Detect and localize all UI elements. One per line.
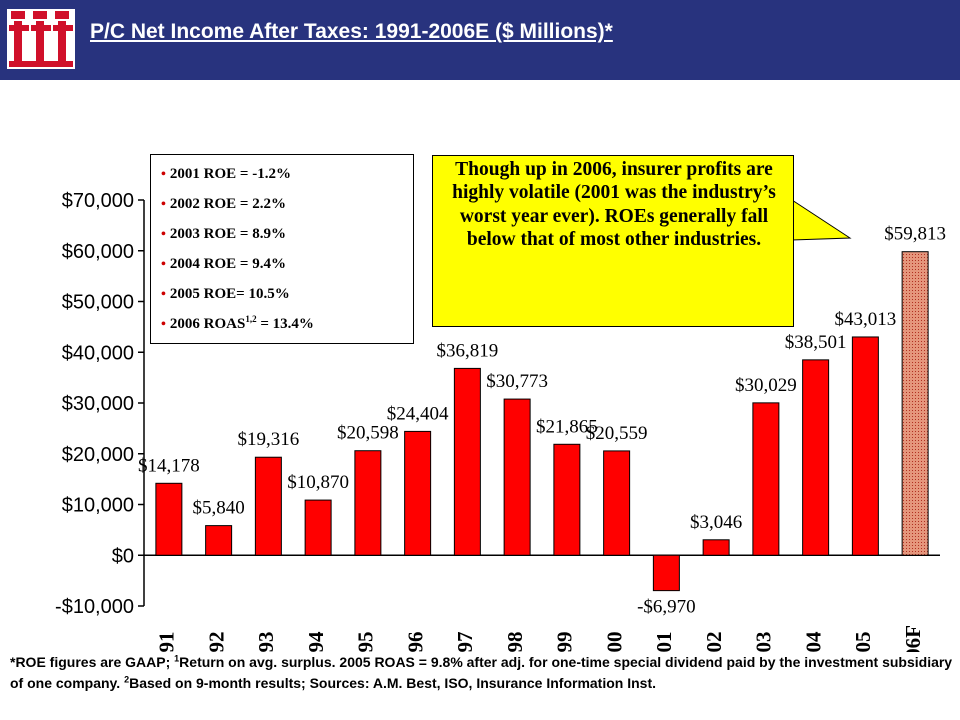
data-label: $3,046 [690, 512, 742, 533]
callout-text: Though up in 2006, insurer profits are h… [452, 159, 776, 250]
roe-box: • 2001 ROE = -1.2% • 2002 ROE = 2.2% • 2003 R… [150, 154, 414, 344]
footnote: *ROE figures are GAAP; 1Return on avg. s… [10, 652, 955, 694]
x-tick-label: 05 [851, 632, 875, 653]
bullet-icon: • [161, 227, 166, 242]
roe-item-text: 2005 ROE= 10.5% [169, 286, 290, 302]
y-tick-label: -$10,000 [55, 596, 134, 618]
x-tick-label: 96 [403, 632, 427, 653]
x-tick-label: 03 [752, 632, 776, 653]
bullet-icon: • [161, 317, 166, 332]
chart-bar [304, 499, 332, 556]
data-label: $30,773 [486, 371, 548, 392]
data-label: -$6,970 [637, 597, 696, 618]
y-tick-label: $60,000 [62, 241, 134, 263]
x-tick-label: 01 [652, 632, 676, 653]
roe-item: • 2004 ROE = 9.4% [161, 249, 314, 279]
x-tick-label: 97 [453, 632, 477, 653]
roe-item-text: 2004 ROE = 9.4% [169, 256, 286, 272]
chart-bar [702, 539, 730, 556]
x-tick-label: 95 [354, 632, 378, 653]
footnote-sup2: 2 [124, 674, 130, 685]
chart-bar [254, 456, 282, 556]
data-label: $5,840 [193, 498, 245, 519]
data-label: $59,813 [884, 224, 946, 245]
chart-bar [901, 251, 929, 556]
header-bar: P/C Net Income After Taxes: 1991-2006E (… [0, 0, 960, 80]
chart-bar [453, 367, 481, 556]
data-label: $38,501 [785, 332, 847, 353]
chart-bar [752, 402, 780, 556]
chart-bar [503, 398, 531, 556]
chart-bar [603, 450, 631, 556]
bullet-icon: • [161, 257, 166, 272]
roe-list: • 2001 ROE = -1.2% • 2002 ROE = 2.2% • 2003 R… [161, 159, 314, 339]
x-tick-label: 98 [503, 632, 527, 653]
callout-box: Though up in 2006, insurer profits are h… [432, 155, 794, 327]
y-tick-label: $30,000 [62, 393, 134, 415]
chart-bar [155, 482, 183, 556]
x-tick-label: 06F [901, 625, 925, 652]
chart-bar [354, 450, 382, 556]
data-label: $43,013 [835, 309, 897, 330]
footnote-part2: Return on avg. surplus. 2005 ROAS = 9.8%… [10, 654, 953, 691]
y-tick-label: $40,000 [62, 342, 134, 364]
bullet-icon: • [161, 167, 166, 182]
data-label: $24,404 [387, 403, 449, 424]
footnote-sup1: 1 [174, 653, 180, 664]
roe-item-text: 2002 ROE = 2.2% [169, 196, 286, 212]
roe-item-text: 2001 ROE = -1.2% [169, 166, 291, 182]
data-label: $21,865 [536, 416, 598, 437]
x-tick-label: 93 [254, 632, 278, 653]
x-tick-label: 92 [204, 632, 228, 653]
roe-item-text: 2006 ROAS [169, 316, 246, 332]
roe-item-sup: 1,2 [245, 314, 257, 324]
roe-item: • 2001 ROE = -1.2% [161, 159, 314, 189]
data-label: $20,598 [337, 423, 399, 444]
roe-item: • 2003 ROE = 8.9% [161, 219, 314, 249]
data-label: $20,559 [586, 423, 648, 444]
x-tick-label: 94 [304, 631, 328, 652]
data-label: $14,178 [138, 455, 200, 476]
roe-item: • 2002 ROE = 2.2% [161, 189, 314, 219]
x-tick-label: 02 [702, 632, 726, 653]
chart-bar [802, 359, 830, 556]
chart-bar [652, 554, 680, 592]
bullet-icon: • [161, 197, 166, 212]
chart-bar [553, 443, 581, 556]
chart-bar [404, 430, 432, 556]
roe-item: • 2006 ROAS1,2 = 13.4% [161, 309, 314, 339]
y-tick-label: $20,000 [62, 444, 134, 466]
data-label: $10,870 [287, 472, 349, 493]
chart-bar [851, 336, 879, 556]
x-tick-label: 91 [155, 632, 179, 653]
page-title: P/C Net Income After Taxes: 1991-2006E (… [90, 20, 613, 43]
data-label: $30,029 [735, 375, 797, 396]
x-tick-label: 04 [801, 631, 825, 652]
footnote-part3: Based on 9-month results; Sources: A.M. … [129, 675, 657, 691]
data-label: $19,316 [238, 429, 300, 450]
data-label: $36,819 [437, 340, 499, 361]
iii-logo-icon [7, 9, 75, 69]
y-tick-label: $50,000 [62, 292, 134, 314]
x-tick-label: 00 [602, 632, 626, 653]
y-tick-label: $0 [112, 545, 134, 567]
roe-item-text: 2003 ROE = 8.9% [169, 226, 286, 242]
roe-item: • 2005 ROE= 10.5% [161, 279, 314, 309]
footnote-part1: *ROE figures are GAAP; [10, 654, 175, 670]
y-tick-label: $70,000 [62, 190, 134, 212]
chart-bar [205, 525, 233, 556]
y-tick-label: $10,000 [62, 495, 134, 517]
bar-chart: -$10,000 $0 $10,000 $20,000 $30,000 $40,000 $5… [55, 190, 946, 653]
x-tick-label: 99 [553, 632, 577, 653]
bullet-icon: • [161, 287, 166, 302]
roe-item-suffix: = 13.4% [256, 316, 314, 332]
